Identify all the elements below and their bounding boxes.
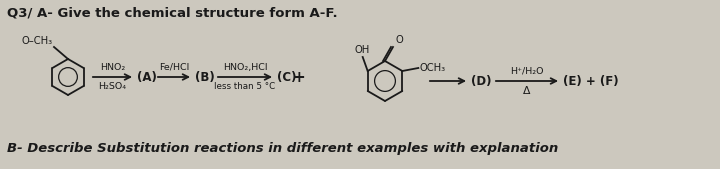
Text: B- Describe Substitution reactions in different examples with explanation: B- Describe Substitution reactions in di… xyxy=(7,142,558,155)
Text: (E) + (F): (E) + (F) xyxy=(563,75,618,88)
Text: OH: OH xyxy=(354,45,369,55)
Text: O: O xyxy=(396,35,404,45)
Text: (C): (C) xyxy=(277,70,297,83)
Text: +: + xyxy=(292,69,305,84)
Text: (A): (A) xyxy=(137,70,157,83)
Text: (B): (B) xyxy=(195,70,215,83)
Text: Fe/HCl: Fe/HCl xyxy=(159,63,189,72)
Text: (D): (D) xyxy=(471,75,492,88)
Text: H⁺/H₂O: H⁺/H₂O xyxy=(510,67,544,76)
Text: O–CH₃: O–CH₃ xyxy=(22,36,53,46)
Text: Δ: Δ xyxy=(523,86,531,96)
Text: OCH₃: OCH₃ xyxy=(419,63,446,73)
Text: HNO₂: HNO₂ xyxy=(100,63,125,72)
Text: less than 5 °C: less than 5 °C xyxy=(215,82,276,91)
Text: H₂SO₄: H₂SO₄ xyxy=(99,82,127,91)
Text: Q3/ A- Give the chemical structure form A-F.: Q3/ A- Give the chemical structure form … xyxy=(7,7,338,20)
Text: HNO₂,HCl: HNO₂,HCl xyxy=(222,63,267,72)
